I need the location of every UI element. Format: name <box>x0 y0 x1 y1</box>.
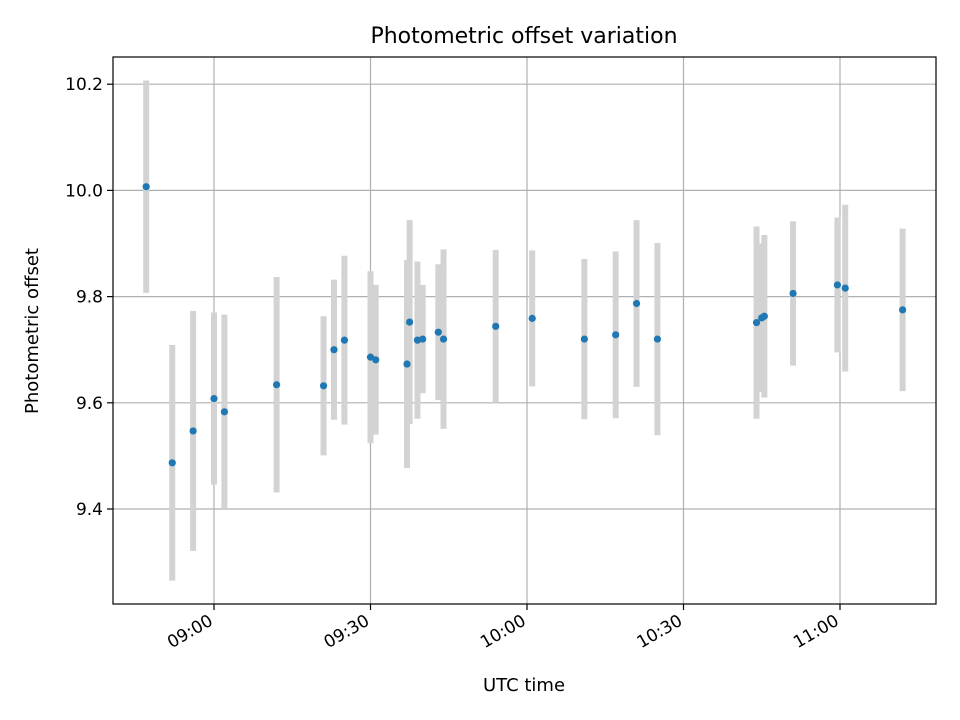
data-point <box>760 312 768 320</box>
data-point <box>899 306 907 314</box>
data-point <box>319 382 328 390</box>
data-point <box>419 335 427 343</box>
data-point <box>330 346 338 354</box>
data-point <box>372 356 380 364</box>
data-point <box>653 335 662 343</box>
y-axis-label: Photometric offset <box>22 248 43 414</box>
data-point <box>580 335 588 343</box>
data-point <box>340 336 349 344</box>
data-point <box>439 335 448 343</box>
data-point <box>142 183 150 191</box>
chart-title: Photometric offset variation <box>370 24 677 49</box>
data-point <box>210 394 218 403</box>
data-point <box>612 331 620 339</box>
data-point <box>632 299 641 308</box>
data-point <box>273 381 281 389</box>
y-tick-label: 10.2 <box>65 75 103 95</box>
data-point <box>189 427 197 435</box>
data-point <box>220 408 229 416</box>
y-ticks: 9.4 9.6 9.8 10.0 10.2 <box>65 75 113 520</box>
y-tick-label: 9.8 <box>76 288 103 308</box>
data-point <box>403 360 411 368</box>
data-point <box>789 289 797 298</box>
plot-frame <box>112 56 937 605</box>
data-point <box>833 281 841 289</box>
data-point <box>406 318 414 326</box>
y-tick-label: 9.6 <box>76 394 103 414</box>
data-point <box>841 284 849 292</box>
data-point <box>752 319 761 327</box>
data-points <box>142 183 907 467</box>
data-point <box>528 314 536 322</box>
data-point <box>168 459 176 467</box>
data-point <box>434 328 442 336</box>
y-tick-label: 9.4 <box>76 500 103 520</box>
x-axis-label: UTC time <box>483 675 565 696</box>
data-point <box>492 322 500 330</box>
y-tick-label: 10.0 <box>65 181 103 201</box>
